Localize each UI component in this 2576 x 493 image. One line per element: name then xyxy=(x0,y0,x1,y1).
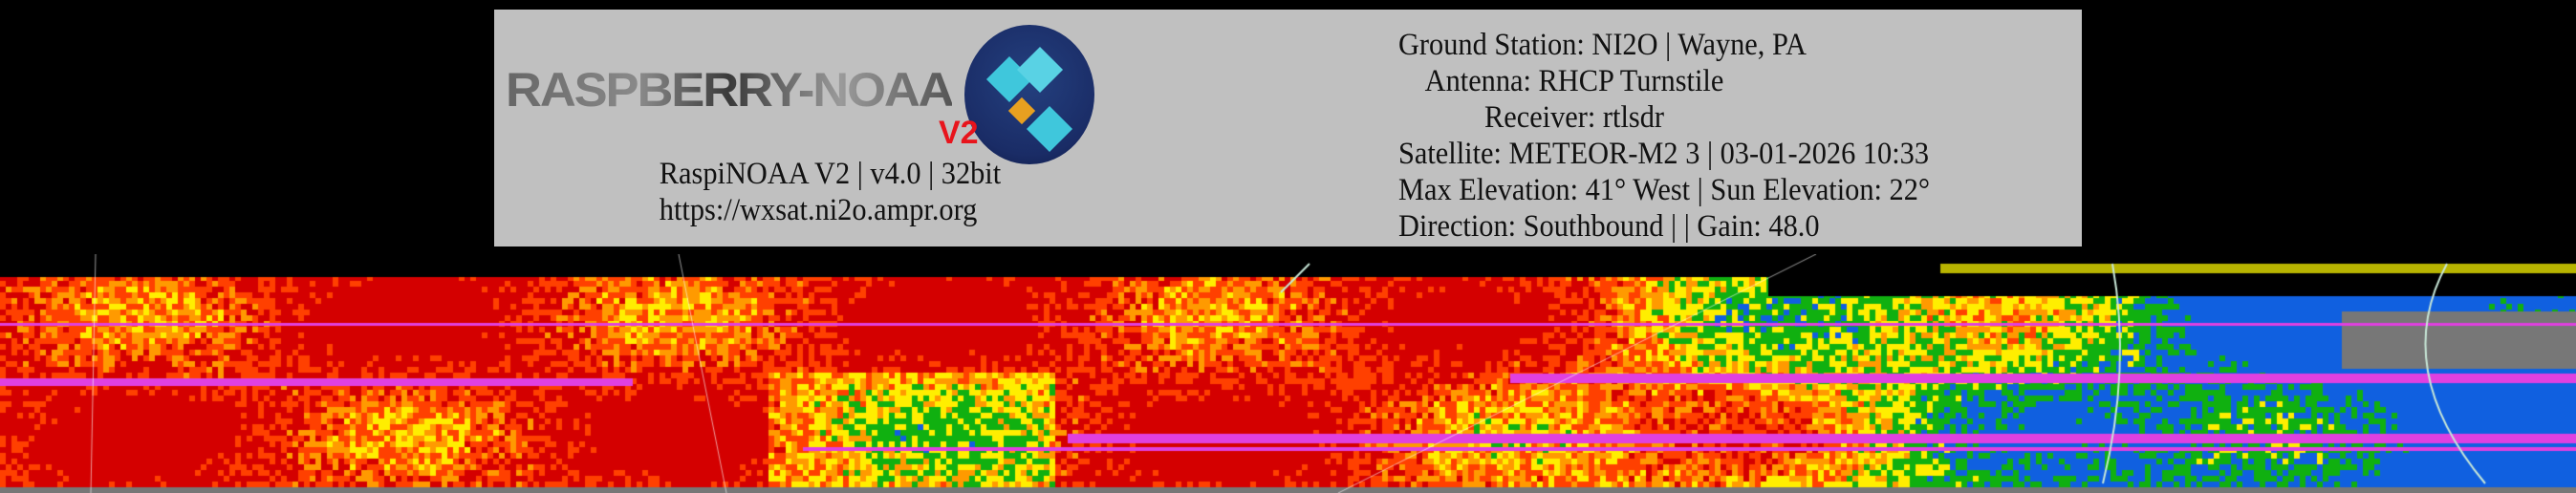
ground-station: Ground Station: NI2O | Wayne, PA xyxy=(1398,28,1807,62)
satellite-thermal-image xyxy=(0,254,2576,493)
elevation-info: Max Elevation: 41° West | Sun Elevation:… xyxy=(1398,173,1931,207)
antenna: Antenna: RHCP Turnstile xyxy=(1424,64,1724,98)
satellite-logo-icon xyxy=(964,25,1094,164)
station-software-info: RaspiNOAA V2 | v4.0 | 32bit https://wxsa… xyxy=(659,156,1002,228)
station-url: https://wxsat.ni2o.ampr.org xyxy=(659,193,978,227)
satellite-datetime: Satellite: METEOR-M2 3 | 03-01-2026 10:3… xyxy=(1398,137,1930,171)
logo-badge: V2 xyxy=(939,115,979,151)
receiver: Receiver: rtlsdr xyxy=(1484,100,1664,135)
image-header-panel: RASPBERRY-NOAA V2 RaspiNOAA V2 | v4.0 | … xyxy=(494,10,2082,246)
software-version: RaspiNOAA V2 | v4.0 | 32bit xyxy=(659,157,1002,191)
logo-text: RASPBERRY-NOAA xyxy=(506,63,955,117)
direction-gain: Direction: Southbound | | Gain: 48.0 xyxy=(1398,209,1820,244)
pass-details: Ground Station: NI2O | Wayne, PA Antenna… xyxy=(1383,27,1931,245)
